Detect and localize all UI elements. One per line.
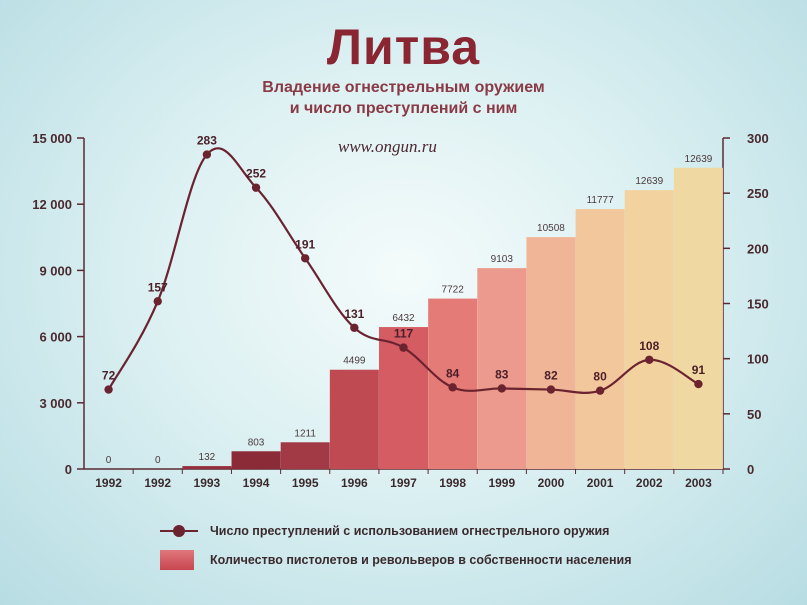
right-axis-tick-label: 0 xyxy=(747,462,754,477)
bar-value-label: 12639 xyxy=(685,154,713,165)
legend-bar-item: Количество пистолетов и револьверов в со… xyxy=(160,550,632,570)
x-axis-tick-label: 1996 xyxy=(341,476,368,490)
line-point xyxy=(104,385,113,394)
line-point xyxy=(399,343,408,352)
left-axis-tick-label: 0 xyxy=(65,462,72,477)
bar xyxy=(624,190,674,469)
series-line xyxy=(107,147,699,394)
line-point xyxy=(153,297,162,306)
bar-value-label: 10508 xyxy=(537,223,565,234)
left-axis-tick-label: 15 000 xyxy=(32,131,72,146)
x-axis-tick-label: 1998 xyxy=(439,476,466,490)
left-axis-tick-label: 6 000 xyxy=(39,330,72,345)
x-axis-tick-label: 1997 xyxy=(390,476,417,490)
x-axis-tick-label: 1992 xyxy=(95,476,122,490)
bar xyxy=(182,466,232,469)
chart-subtitle-line1: Владение огнестрельным оружием xyxy=(262,79,545,96)
legend-bar-swatch xyxy=(160,550,194,570)
line-point-label: 82 xyxy=(544,369,558,383)
line-point-label: 83 xyxy=(495,367,509,381)
right-axis-tick-label: 50 xyxy=(747,407,761,422)
right-axis-tick-label: 200 xyxy=(747,241,769,256)
bar-value-label: 803 xyxy=(248,437,265,448)
line-point-label: 91 xyxy=(692,363,706,377)
line-point xyxy=(448,383,457,392)
line-point xyxy=(350,323,359,332)
left-axis-tick-label: 12 000 xyxy=(32,197,72,212)
line-point xyxy=(251,183,261,192)
x-axis-tick-label: 2003 xyxy=(685,476,712,490)
bar-value-label: 4499 xyxy=(343,356,366,367)
bar xyxy=(280,442,330,469)
line-point-label: 191 xyxy=(295,237,315,251)
bar-value-label: 12639 xyxy=(635,176,663,187)
line-point-label: 283 xyxy=(197,134,217,148)
line-point xyxy=(595,386,605,395)
legend-bar-label: Количество пистолетов и револьверов в со… xyxy=(210,553,632,567)
chart-subtitle-line2: и число преступлений с ним xyxy=(289,100,518,117)
bar xyxy=(526,237,576,469)
bar-value-label: 9103 xyxy=(491,254,514,265)
line-point xyxy=(497,384,507,393)
left-axis-tick-label: 9 000 xyxy=(39,263,72,278)
line-point-label: 80 xyxy=(593,370,607,384)
line-point-label: 117 xyxy=(394,327,414,341)
left-axis-tick-label: 3 000 xyxy=(39,396,72,411)
bar xyxy=(329,369,379,469)
right-axis-tick-label: 300 xyxy=(747,131,769,146)
legend-line-label: Число преступлений с использованием огне… xyxy=(210,524,610,538)
bar-value-label: 6432 xyxy=(392,313,415,324)
x-axis-tick-label: 1999 xyxy=(488,476,515,490)
bar xyxy=(673,167,723,470)
x-axis-tick-label: 2000 xyxy=(538,476,565,490)
bar xyxy=(477,268,527,469)
x-axis-tick-label: 2001 xyxy=(587,476,614,490)
x-axis-tick-label: 1994 xyxy=(243,476,270,490)
bar-value-label: 0 xyxy=(155,455,161,466)
bar-value-label: 11777 xyxy=(587,195,615,206)
source-url: www.ongun.ru xyxy=(338,137,437,156)
line-point-label: 72 xyxy=(102,369,116,383)
x-axis-tick-label: 1995 xyxy=(292,476,319,490)
line-point-label: 131 xyxy=(344,307,364,321)
bar-value-label: 132 xyxy=(199,452,216,463)
legend-line-swatch xyxy=(160,525,198,537)
line-point xyxy=(694,379,703,389)
line-point-label: 157 xyxy=(148,280,168,294)
line-point xyxy=(300,254,310,263)
x-axis-tick-label: 2002 xyxy=(636,476,663,490)
line-point-label: 252 xyxy=(246,167,266,181)
legend-line-item: Число преступлений с использованием огне… xyxy=(160,524,609,538)
chart-title: Литва xyxy=(326,19,481,75)
right-axis-tick-label: 100 xyxy=(747,352,769,367)
x-axis-tick-label: 1993 xyxy=(194,476,221,490)
bar-value-label: 7722 xyxy=(442,285,465,296)
right-axis-tick-label: 250 xyxy=(747,186,769,201)
bar xyxy=(575,209,625,470)
line-point-label: 84 xyxy=(446,366,460,380)
line-point xyxy=(546,385,556,394)
right-axis-tick-label: 150 xyxy=(747,297,769,312)
line-point xyxy=(645,355,654,364)
line-point xyxy=(202,150,212,159)
bar xyxy=(231,451,281,469)
bar-value-label: 0 xyxy=(106,455,112,466)
x-axis-tick-label: 1992 xyxy=(144,476,171,490)
line-point-label: 108 xyxy=(639,339,659,353)
bar-value-label: 1211 xyxy=(294,428,316,439)
